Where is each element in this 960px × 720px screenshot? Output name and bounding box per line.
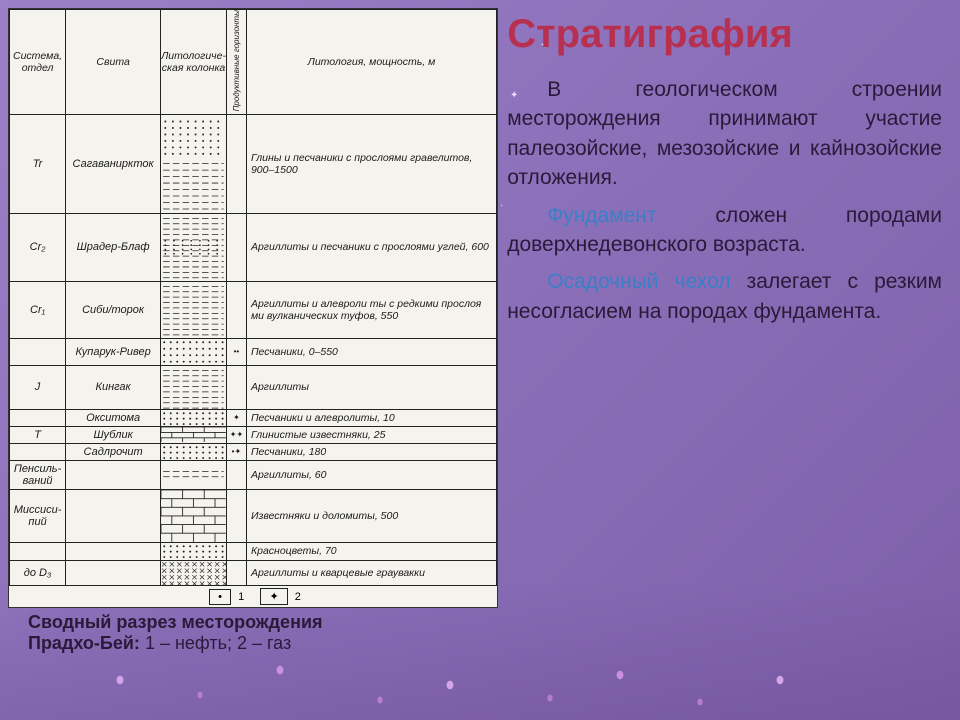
cell-prod [226,460,246,489]
strat-row: Cr₁Сиби/торок Аргиллиты и алевроли ты с р… [10,281,497,338]
strat-row: Купарук-Ривер ••Песчаники, 0–550 [10,338,497,365]
caption: Сводный разрез месторождения Прадхо-Бей:… [8,608,491,654]
cell-desc: Аргиллиты, 60 [246,460,496,489]
strat-row: Миссиси-пий Известняки и доломиты, 500 [10,489,497,542]
header-system: Система, отдел [10,10,66,115]
cell-svita: Сиби/торок [66,281,161,338]
cell-desc: Глины и песчаники с прослоями гравелитов… [246,115,496,213]
cell-prod: •• [226,338,246,365]
strat-row: TrСагаваниркток Глины и песчаники с просл… [10,115,497,213]
cell-svita: Шублик [66,426,161,443]
diagram-panel: Система, отдел Свита Литологиче-ская кол… [0,0,499,720]
cell-desc: Песчаники, 180 [246,443,496,460]
cell-desc: Аргиллиты и песчаники с прослоями углей,… [246,213,496,281]
header-lith-col: Литологиче-ская колонка [161,10,227,115]
cell-system: Миссиси-пий [10,489,66,542]
cell-desc: Глинистые известняки, 25 [246,426,496,443]
legend: • 1 ✦ 2 [9,586,497,607]
cell-svita: Садлрочит [66,443,161,460]
cell-desc: Аргиллиты [246,365,496,409]
cell-svita: Кингак [66,365,161,409]
cell-svita: Сагаваниркток [66,115,161,213]
cell-lith-pattern [161,443,227,460]
cell-desc: Красноцветы, 70 [246,542,496,560]
cell-system: Tr [10,115,66,213]
strat-row: Окситома ✦Песчаники и алевролиты, 10 [10,409,497,426]
cell-lith-pattern [161,561,227,586]
strat-row: Садлрочит •✦Песчаники, 180 [10,443,497,460]
cell-desc: Аргиллиты и кварцевые граувакки [246,561,496,586]
cell-system: Пенсиль-ваний [10,460,66,489]
cell-svita [66,460,161,489]
page-title: Стратиграфия [507,12,942,57]
cell-prod [226,489,246,542]
text-panel: Стратиграфия В геологическом строении ме… [499,0,960,720]
cell-lith-pattern [161,542,227,560]
cell-system [10,338,66,365]
cell-prod [226,561,246,586]
strat-row: Пенсиль-ваний Аргиллиты, 60 [10,460,497,489]
cell-prod [226,213,246,281]
cell-lith-pattern [161,281,227,338]
cell-lith-pattern [161,489,227,542]
paragraph-3: Осадочный чехол залегает с резким несогл… [507,267,942,326]
cell-desc: Песчаники и алевролиты, 10 [246,409,496,426]
cell-lith-pattern [161,213,227,281]
cell-prod: ✦✦ [226,426,246,443]
cell-svita: Шрадер-Блаф [66,213,161,281]
cell-lith-pattern [161,426,227,443]
cell-prod [226,281,246,338]
cell-desc: Песчаники, 0–550 [246,338,496,365]
cell-svita [66,489,161,542]
strat-row: Cr₂Шрадер-Блаф Аргиллиты и песчаники с пр… [10,213,497,281]
cell-system: T [10,426,66,443]
cell-prod: ✦ [226,409,246,426]
strat-row: до D₃ Аргиллиты и кварцевые граувакки [10,561,497,586]
stratigraphy-table: Система, отдел Свита Литологиче-ская кол… [8,8,498,608]
strat-row: Красноцветы, 70 [10,542,497,560]
cell-system: до D₃ [10,561,66,586]
paragraph-2: Фундамент сложен породами доверхнедевонс… [507,201,942,260]
cell-prod: •✦ [226,443,246,460]
cell-prod [226,365,246,409]
strat-row: JКингак Аргиллиты [10,365,497,409]
cell-system: Cr₂ [10,213,66,281]
cell-prod [226,115,246,213]
cell-lith-pattern [161,409,227,426]
cell-lith-pattern [161,460,227,489]
cell-svita [66,561,161,586]
cell-lith-pattern [161,365,227,409]
header-svita: Свита [66,10,161,115]
cell-system [10,409,66,426]
cell-prod [226,542,246,560]
cell-system [10,542,66,560]
cell-system: J [10,365,66,409]
paragraph-1: В геологическом строении месторождения п… [507,75,942,193]
cell-system: Cr₁ [10,281,66,338]
cell-lith-pattern [161,338,227,365]
cell-lith-pattern [161,115,227,213]
header-desc: Литология, мощность, м [246,10,496,115]
header-prod: Продуктивные горизонты [226,10,246,115]
strat-row: TШублик ✦✦Глинистые известняки, 25 [10,426,497,443]
cell-desc: Известняки и доломиты, 500 [246,489,496,542]
cell-desc: Аргиллиты и алевроли ты с редкими просло… [246,281,496,338]
cell-svita: Купарук-Ривер [66,338,161,365]
cell-svita: Окситома [66,409,161,426]
cell-svita [66,542,161,560]
cell-system [10,443,66,460]
